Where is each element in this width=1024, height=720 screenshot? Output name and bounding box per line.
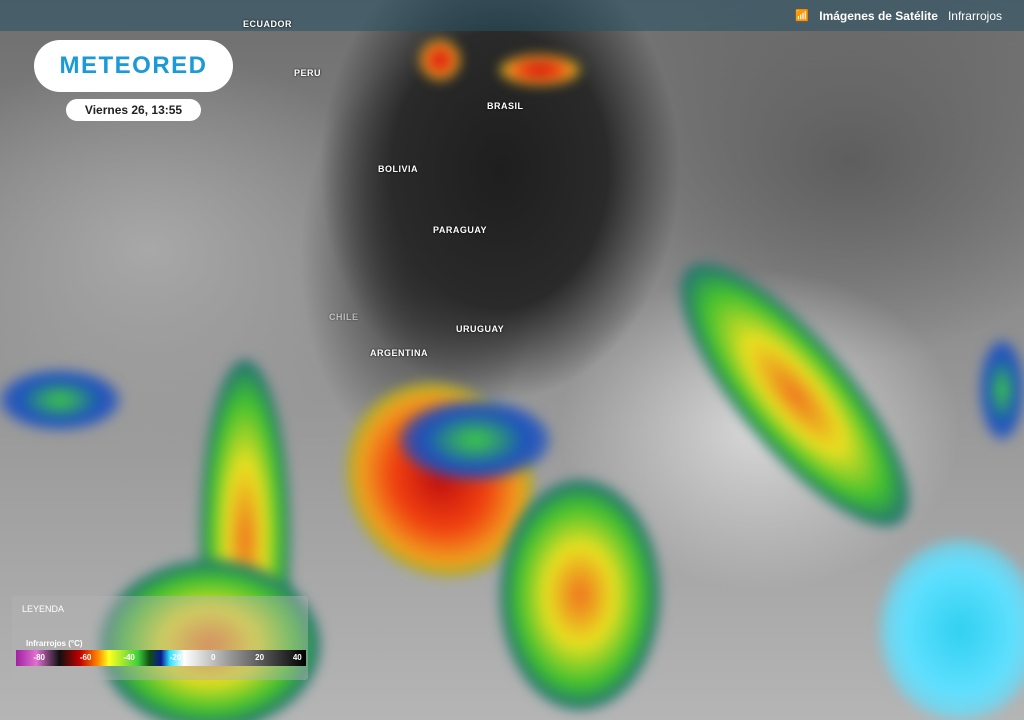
meteored-logo[interactable]: METEORED bbox=[34, 40, 233, 92]
scale-tick: -40 bbox=[123, 653, 135, 662]
satellite-signal-icon: 📶 bbox=[795, 10, 809, 22]
country-label: ARGENTINA bbox=[370, 348, 428, 358]
legend-title: LEYENDA bbox=[22, 604, 65, 614]
scale-tick: 20 bbox=[255, 653, 265, 662]
logo-text: METEORED bbox=[59, 52, 208, 79]
country-label: BRASIL bbox=[487, 101, 524, 111]
country-label: CHILE bbox=[329, 312, 359, 322]
datetime-badge: Viernes 26, 13:55 bbox=[66, 99, 201, 121]
layer-name[interactable]: Infrarrojos bbox=[947, 9, 1002, 23]
storm-cell bbox=[0, 370, 120, 430]
storm-cell bbox=[400, 400, 550, 480]
section-title[interactable]: Imágenes de Satélite bbox=[819, 9, 938, 23]
storm-cell bbox=[100, 560, 320, 720]
country-label: PARAGUAY bbox=[433, 225, 488, 235]
scale-tick: -60 bbox=[79, 653, 92, 662]
storm-cell bbox=[500, 55, 580, 85]
storm-cell bbox=[880, 540, 1024, 720]
country-label: ECUADOR bbox=[243, 19, 293, 29]
color-scale: -80 -60 -40 -20 0 20 40 bbox=[16, 650, 306, 666]
legend: LEYENDA Infrarrojos (°C) -80 -60 -40 -20… bbox=[12, 596, 308, 680]
scale-tick: -20 bbox=[169, 653, 182, 662]
storm-cell bbox=[980, 340, 1024, 440]
country-label: BOLIVIA bbox=[378, 164, 419, 174]
legend-scale-title: Infrarrojos (°C) bbox=[26, 639, 83, 648]
country-label: URUGUAY bbox=[456, 324, 505, 334]
storm-cell bbox=[500, 480, 660, 710]
scale-tick: 0 bbox=[210, 653, 216, 662]
scale-tick: 40 bbox=[292, 653, 302, 662]
storm-cell bbox=[420, 40, 460, 80]
scale-tick: -80 bbox=[33, 653, 45, 662]
top-bar: 📶 Imágenes de Satélite Infrarrojos bbox=[0, 0, 1024, 31]
country-label: PERU bbox=[294, 68, 322, 78]
storm-cell bbox=[646, 233, 944, 557]
